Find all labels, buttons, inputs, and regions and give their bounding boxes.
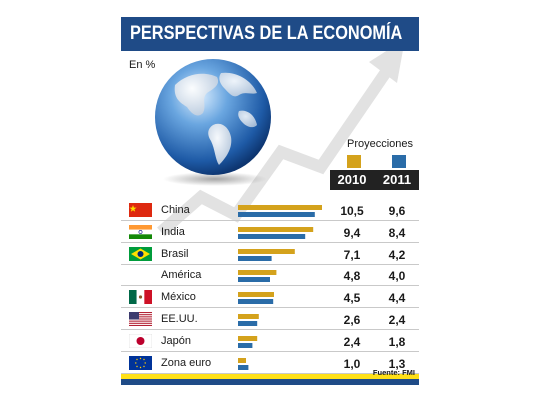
bar-2010 (238, 226, 314, 232)
value-label-2010: 4,8 (343, 269, 361, 284)
value-label-2011: 4,2 (388, 247, 406, 262)
legend-title: Proyecciones (347, 138, 414, 150)
value-label-2010: 7,1 (343, 247, 361, 262)
bar-2011 (238, 233, 306, 239)
mexico-flag-icon (129, 290, 152, 305)
category-label: Brasil (161, 247, 189, 260)
table-row: Japón 2,4 1,8 (121, 331, 419, 352)
row-divider (121, 241, 419, 243)
value-label-2011: 4,0 (388, 269, 406, 284)
legend-swatch-2011 (392, 155, 406, 168)
category-label: Japón (161, 334, 191, 347)
row-divider (121, 263, 419, 265)
bar-2010 (238, 314, 259, 319)
bar-2010 (238, 270, 277, 276)
usa-flag-icon (129, 312, 152, 326)
row-divider (121, 220, 419, 221)
value-label-2011: 9,6 (388, 204, 406, 218)
bar-2011 (238, 255, 272, 261)
bar-2010 (238, 335, 258, 341)
bar-2011 (238, 299, 274, 305)
category-label: China (161, 204, 190, 216)
table-row: Brasil 7,1 4,2 (121, 244, 419, 265)
legend-year-2011: 2011 (382, 172, 412, 187)
bar-pair (238, 205, 322, 217)
bar-2010 (238, 205, 322, 210)
value-label-2011: 1,3 (388, 356, 406, 371)
row-divider (121, 329, 419, 330)
value-label-2010: 9,4 (343, 225, 361, 240)
bar-2010 (238, 292, 274, 298)
value-label-2011: 4,4 (388, 291, 406, 306)
category-label: India (161, 225, 185, 238)
value-label-2010: 4,5 (343, 291, 361, 306)
table-row: América 4,8 4,0 (121, 265, 419, 287)
value-label-2010: 10,5 (340, 204, 364, 218)
bar-pair (238, 357, 249, 370)
category-label: Zona euro (161, 356, 212, 369)
value-label-2011: 2,4 (388, 313, 406, 327)
bar-pair (238, 248, 295, 261)
category-label: México (161, 291, 196, 304)
bar-2011 (238, 342, 253, 348)
bar-pair (238, 226, 314, 239)
bar-pair (238, 314, 259, 326)
legend-swatch-2010 (347, 155, 361, 168)
bar-2010 (238, 357, 246, 363)
bar-pair (238, 335, 258, 348)
bar-2011 (238, 277, 270, 283)
table-row: EE.UU. 2,6 2,4 (121, 309, 419, 330)
footer-bar (121, 379, 419, 385)
row-divider (121, 307, 419, 309)
bar-2011 (238, 212, 315, 217)
header-bar: PERSPECTIVAS DE LA ECONOMÍA (121, 17, 419, 51)
value-label-2010: 2,4 (343, 334, 361, 349)
category-label: EE.UU. (161, 313, 198, 325)
eu-flag-icon (129, 355, 152, 370)
year-header: 2010 2011 (330, 170, 419, 190)
bar-pair (238, 292, 274, 305)
row-divider (121, 372, 419, 374)
legend-year-2010: 2010 (337, 172, 367, 187)
globe-icon (155, 59, 271, 186)
value-label-2010: 1,0 (343, 356, 361, 371)
india-flag-icon (129, 224, 152, 239)
brazil-flag-icon (129, 246, 152, 261)
bar-pair (238, 270, 277, 283)
bar-2011 (238, 364, 249, 370)
japan-flag-icon (129, 333, 152, 348)
chart-title: PERSPECTIVAS DE LA ECONOMÍA (130, 23, 403, 44)
bar-2010 (238, 248, 295, 254)
category-label: América (161, 269, 202, 282)
row-divider (121, 350, 419, 352)
value-label-2010: 2,6 (343, 313, 361, 327)
unit-label: En % (129, 59, 156, 71)
china-flag-icon (129, 203, 152, 217)
value-label-2011: 8,4 (388, 225, 406, 240)
value-label-2011: 1,8 (388, 334, 406, 349)
table-row: China 10,5 9,6 (121, 200, 419, 221)
infographic: PERSPECTIVAS DE LA ECONOMÍA En % (121, 17, 419, 385)
table-row: Zona euro 1,0 1,3 (121, 353, 419, 374)
bar-2011 (238, 321, 258, 326)
source-note: Fuente: FMI (372, 368, 415, 377)
table-row: México 4,5 4,4 (121, 287, 419, 309)
table-row: India 9,4 8,4 (121, 222, 419, 243)
row-divider (121, 285, 419, 287)
